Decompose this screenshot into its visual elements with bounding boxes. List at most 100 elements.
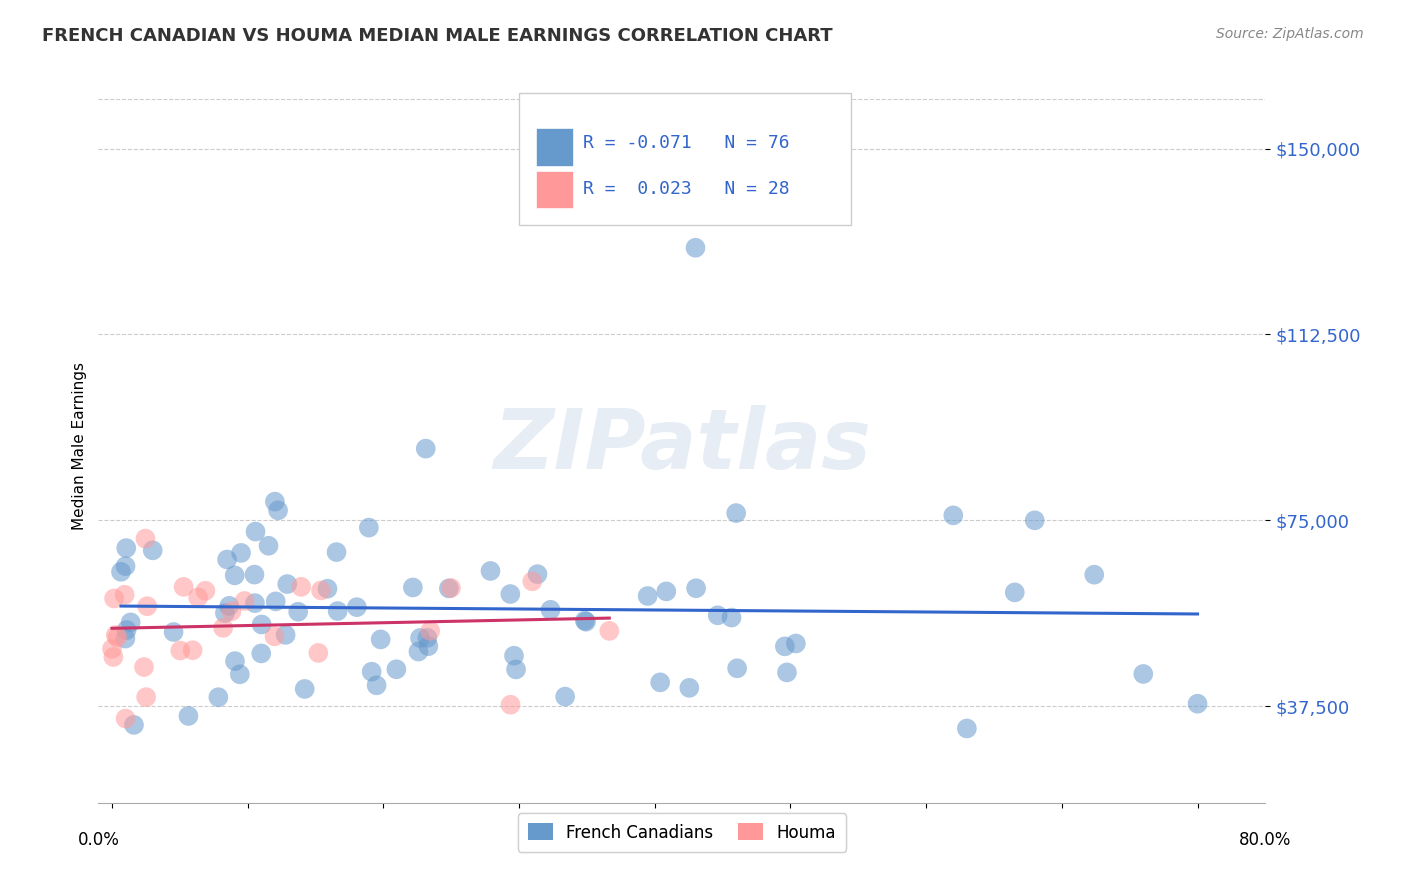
Point xyxy=(316,582,339,596)
Point xyxy=(499,698,522,712)
Point xyxy=(276,577,298,591)
Point xyxy=(169,643,191,657)
Point xyxy=(419,624,441,638)
Point xyxy=(575,615,598,629)
Point xyxy=(264,494,287,508)
Point xyxy=(720,610,742,624)
Point xyxy=(540,603,562,617)
Point xyxy=(134,532,156,546)
Point xyxy=(522,574,544,589)
Point xyxy=(243,567,266,582)
Text: R = -0.071   N = 76: R = -0.071 N = 76 xyxy=(582,134,789,152)
Text: 0.0%: 0.0% xyxy=(77,831,120,849)
Point xyxy=(725,506,748,520)
Point xyxy=(360,665,382,679)
Point xyxy=(574,614,596,628)
Point xyxy=(1083,567,1105,582)
Point xyxy=(416,631,439,645)
Point xyxy=(122,718,145,732)
Point xyxy=(142,543,165,558)
Point xyxy=(250,617,273,632)
Point xyxy=(120,615,142,630)
Point xyxy=(290,580,312,594)
Point xyxy=(229,667,252,681)
Point xyxy=(135,690,157,705)
Point xyxy=(274,628,297,642)
Point xyxy=(264,594,287,608)
Point xyxy=(942,508,965,523)
Point xyxy=(505,662,527,676)
Point xyxy=(678,681,700,695)
Point xyxy=(103,591,125,606)
Point xyxy=(257,539,280,553)
Point xyxy=(177,709,200,723)
Point xyxy=(294,681,316,696)
Point xyxy=(187,591,209,605)
Point xyxy=(115,541,138,555)
Point xyxy=(263,629,285,643)
Point xyxy=(437,582,460,596)
Text: ZIPatlas: ZIPatlas xyxy=(494,406,870,486)
Point xyxy=(1187,697,1209,711)
Point xyxy=(409,631,432,645)
Point xyxy=(408,644,430,658)
Point xyxy=(103,650,125,665)
Point xyxy=(598,624,620,638)
Point xyxy=(685,581,707,595)
Point xyxy=(221,604,243,618)
Point xyxy=(776,665,799,680)
Point xyxy=(250,647,273,661)
Point xyxy=(114,712,136,726)
Point xyxy=(114,632,136,646)
Point xyxy=(104,628,127,642)
Point xyxy=(650,675,672,690)
Point xyxy=(1132,667,1154,681)
Point xyxy=(136,599,159,614)
Point xyxy=(785,636,807,650)
Point xyxy=(499,587,522,601)
Point xyxy=(326,604,349,618)
Point xyxy=(503,648,526,663)
Legend: French Canadians, Houma: French Canadians, Houma xyxy=(517,814,846,852)
Point xyxy=(526,567,548,582)
FancyBboxPatch shape xyxy=(536,128,574,166)
Point xyxy=(245,524,267,539)
Point xyxy=(229,546,252,560)
Point xyxy=(773,640,796,654)
Point xyxy=(212,621,235,635)
Point xyxy=(181,643,204,657)
Point xyxy=(243,596,266,610)
FancyBboxPatch shape xyxy=(536,171,574,209)
Point xyxy=(218,599,240,613)
Text: FRENCH CANADIAN VS HOUMA MEDIAN MALE EARNINGS CORRELATION CHART: FRENCH CANADIAN VS HOUMA MEDIAN MALE EAR… xyxy=(42,27,832,45)
Point xyxy=(346,600,368,615)
Point xyxy=(554,690,576,704)
Point xyxy=(370,632,392,647)
Point xyxy=(162,625,184,640)
Point xyxy=(415,442,437,456)
Text: Source: ZipAtlas.com: Source: ZipAtlas.com xyxy=(1216,27,1364,41)
Point xyxy=(233,594,256,608)
Point xyxy=(325,545,347,559)
FancyBboxPatch shape xyxy=(519,93,851,225)
Point xyxy=(214,606,236,620)
Point xyxy=(418,639,440,653)
Point xyxy=(309,583,332,598)
Point xyxy=(637,589,659,603)
Point xyxy=(287,605,309,619)
Point xyxy=(267,503,290,517)
Point xyxy=(479,564,502,578)
Point xyxy=(385,662,408,676)
Point xyxy=(114,559,136,574)
Point xyxy=(114,588,136,602)
Point xyxy=(655,584,678,599)
Point xyxy=(173,580,195,594)
Point xyxy=(224,654,246,668)
Y-axis label: Median Male Earnings: Median Male Earnings xyxy=(72,362,87,530)
Point xyxy=(1024,513,1046,527)
Text: R =  0.023   N = 28: R = 0.023 N = 28 xyxy=(582,180,789,198)
Point xyxy=(194,583,217,598)
Point xyxy=(132,660,155,674)
Point xyxy=(706,608,728,623)
Point xyxy=(224,568,246,582)
